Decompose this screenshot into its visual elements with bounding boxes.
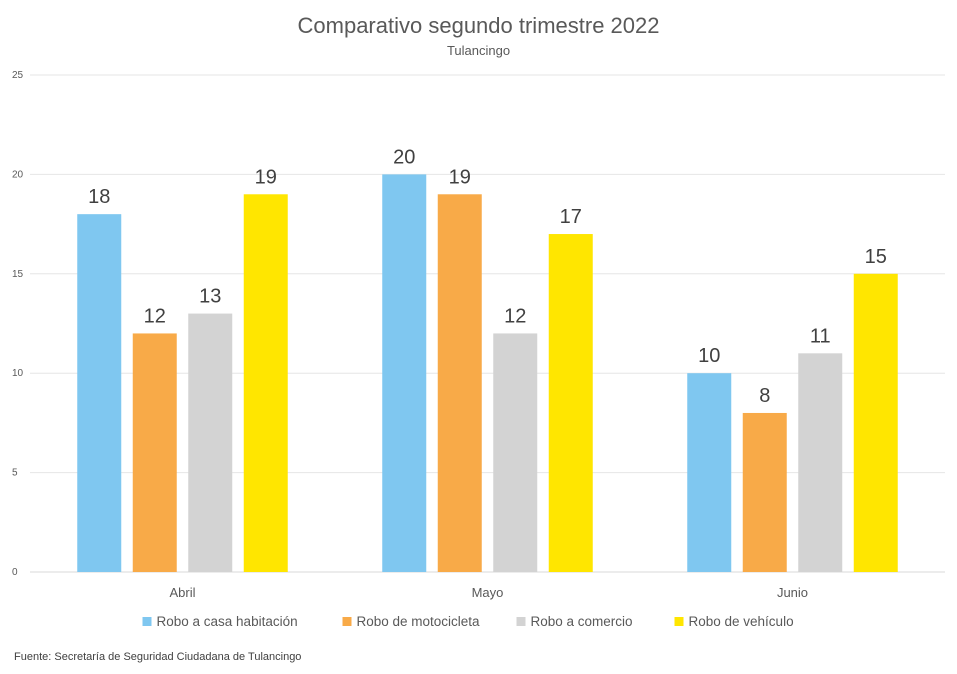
x-axis-categories: Abril Mayo Junio <box>169 585 808 600</box>
bar-4-junio <box>853 273 898 572</box>
data-label: 13 <box>199 286 221 308</box>
data-labels: 18 12 13 19 20 19 12 17 10 8 11 15 <box>88 146 887 407</box>
x-category-label: Junio <box>777 585 808 600</box>
data-label: 15 <box>865 246 887 268</box>
legend-entry: Robo a comercio <box>531 614 633 629</box>
data-label: 19 <box>449 166 471 188</box>
bar-4-mayo <box>548 234 593 573</box>
data-label: 19 <box>255 166 277 188</box>
bar-1-junio <box>687 373 732 572</box>
bar-3-junio <box>798 353 843 572</box>
bar-2-abril <box>132 333 177 572</box>
bar-3-abril <box>188 313 233 572</box>
source-note: Fuente: Secretaría de Seguridad Ciudadan… <box>14 651 301 663</box>
y-tick-label: 15 <box>12 269 24 280</box>
bar-3-mayo <box>493 333 538 572</box>
bar-1-mayo <box>382 174 427 572</box>
x-category-label: Abril <box>169 585 195 600</box>
legend-entry: Robo a casa habitación <box>157 614 298 629</box>
legend-swatch <box>142 617 152 626</box>
data-label: 12 <box>144 305 166 327</box>
gridlines <box>30 74 945 573</box>
data-label: 18 <box>88 186 110 208</box>
legend-entry: Robo de vehículo <box>689 614 794 629</box>
data-label: 8 <box>759 385 770 407</box>
y-tick-label: 25 <box>12 70 24 81</box>
y-tick-label: 20 <box>12 169 24 180</box>
legend: Robo a casa habitación Robo de motociclet… <box>142 614 794 629</box>
data-label: 11 <box>810 325 831 347</box>
x-category-label: Mayo <box>472 585 504 600</box>
data-label: 20 <box>393 146 415 168</box>
legend-swatch <box>342 617 352 626</box>
bar-4-abril <box>243 194 288 572</box>
bar-2-mayo <box>437 194 482 572</box>
chart-subtitle: Tulancingo <box>447 43 510 58</box>
data-label: 12 <box>504 305 526 327</box>
chart-title: Comparativo segundo trimestre 2022 <box>298 13 660 38</box>
data-label: 17 <box>560 206 582 228</box>
y-axis-ticks: 0 5 10 15 20 25 <box>12 70 24 578</box>
bar-1-abril <box>77 214 122 572</box>
data-label: 10 <box>698 345 720 367</box>
bars <box>77 174 898 573</box>
bar-2-junio <box>742 412 787 572</box>
legend-entry: Robo de motocicleta <box>357 614 481 629</box>
legend-swatch <box>516 617 526 626</box>
y-tick-label: 10 <box>12 368 24 379</box>
y-tick-label: 0 <box>12 567 18 578</box>
legend-swatch <box>674 617 684 626</box>
y-tick-label: 5 <box>12 468 18 479</box>
